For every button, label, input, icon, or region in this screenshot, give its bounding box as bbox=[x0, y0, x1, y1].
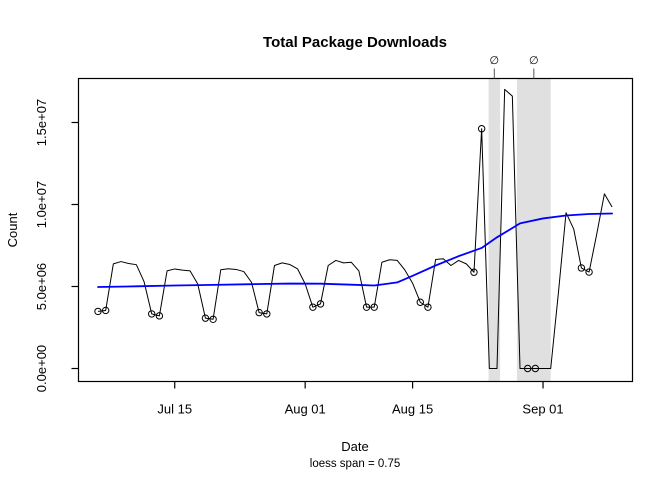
weekend-point-marker bbox=[309, 303, 317, 311]
loess-fit-layer bbox=[97, 212, 613, 288]
plot-border bbox=[77, 77, 634, 383]
x-tick-label: Aug 01 bbox=[285, 402, 326, 417]
weekend-point-marker bbox=[148, 310, 156, 318]
missing-data-band bbox=[488, 78, 501, 382]
missing-data-band bbox=[516, 78, 551, 382]
missing-data-bands-layer bbox=[488, 78, 551, 382]
x-tick-label: Sep 01 bbox=[522, 402, 563, 417]
weekend-point-marker bbox=[263, 310, 271, 318]
axes-layer: Jul 15 Aug 01 Aug 15 Sep 01 0.0e+00 5.0e+06 1.… bbox=[34, 99, 564, 417]
x-tick-label: Aug 15 bbox=[392, 402, 433, 417]
weekend-point-marker bbox=[477, 125, 486, 133]
y-tick-label: 1.5e+07 bbox=[34, 99, 49, 146]
weekend-point-marker bbox=[101, 306, 110, 315]
weekend-point-marker bbox=[523, 364, 532, 373]
weekend-point-marker bbox=[370, 303, 378, 311]
weekend-point-marker bbox=[577, 264, 586, 272]
empty-set-icon: ∅ bbox=[490, 55, 500, 67]
weekend-point-marker bbox=[255, 308, 263, 317]
weekend-point-marker bbox=[470, 268, 478, 276]
x-tick-label: Jul 15 bbox=[157, 402, 192, 417]
daily-downloads-line bbox=[97, 88, 613, 369]
empty-set-icon: ∅ bbox=[529, 55, 539, 67]
x-axis-title: Date bbox=[341, 439, 368, 454]
y-axis-title: Count bbox=[5, 212, 20, 247]
weekend-point-marker bbox=[531, 364, 540, 373]
weekend-point-marker bbox=[362, 303, 371, 311]
y-tick-label: 1.0e+07 bbox=[34, 181, 49, 228]
weekend-point-marker bbox=[94, 307, 102, 316]
chart-title: Total Package Downloads bbox=[263, 34, 447, 51]
weekend-point-marker bbox=[155, 312, 164, 320]
y-tick-label: 5.0e+06 bbox=[34, 263, 49, 310]
weekend-point-marker bbox=[201, 314, 210, 322]
weekend-point-marker bbox=[424, 303, 432, 311]
loess-fit-line bbox=[97, 212, 613, 288]
weekend-point-marker bbox=[316, 300, 325, 308]
weekend-point-marker bbox=[585, 268, 593, 276]
loess-span-annotation: loess span = 0.75 bbox=[310, 458, 400, 470]
empty-set-annotation-layer: ∅ ∅ bbox=[490, 55, 539, 79]
y-tick-label: 0.0e+00 bbox=[34, 345, 49, 392]
weekend-point-marker bbox=[209, 315, 217, 323]
weekend-point-marker bbox=[416, 298, 424, 306]
daily-downloads-series-layer bbox=[94, 88, 613, 373]
